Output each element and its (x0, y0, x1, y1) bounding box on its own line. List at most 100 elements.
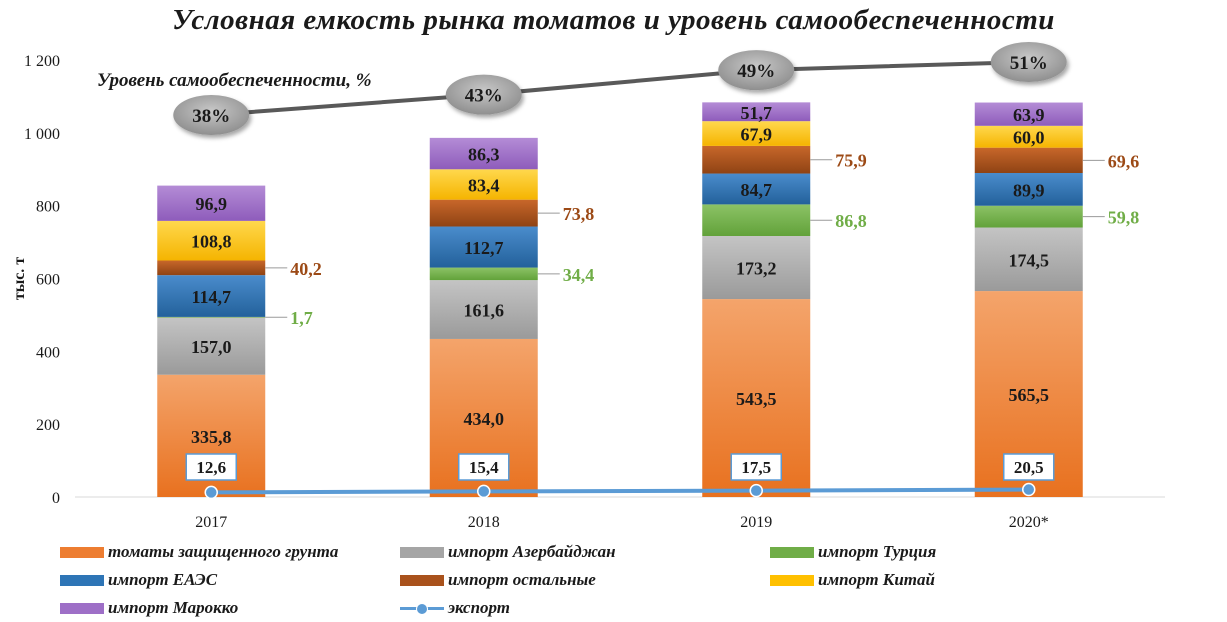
labels-layer: 335,8 434,0 543,5 565,5 157,0 161,6 173,2 174,5… (191, 103, 1139, 447)
bar-segment (429, 169, 538, 200)
data-label: 63,9 (1013, 105, 1045, 125)
bar-segment (974, 227, 1083, 292)
data-label: 565,5 (1009, 385, 1050, 405)
export-point (204, 485, 218, 500)
legend-item: импорт Азербайджан (400, 542, 616, 562)
bar-segment (157, 317, 266, 375)
self-sufficiency-layer: 38% 43% 49% 51% Уровень самообеспеченности, … (97, 42, 1067, 135)
legend-line-swatch (400, 601, 444, 615)
legend-item: импорт Китай (770, 570, 935, 590)
bar-segment (702, 102, 811, 122)
bar-segment (974, 102, 1083, 126)
self-sufficiency-marker (173, 95, 250, 135)
self-sufficiency-label: 43% (465, 86, 503, 107)
legend-color-swatch (60, 602, 104, 614)
self-sufficiency-marker (718, 50, 795, 91)
export-point (477, 484, 491, 499)
legend-label: импорт ЕАЭС (108, 570, 218, 589)
self-sufficiency-marker (445, 74, 522, 115)
bar-segment (974, 205, 1083, 228)
data-label: 84,7 (741, 180, 773, 200)
bar-segment (157, 260, 266, 276)
x-tick-label: 2018 (468, 514, 500, 531)
bar-segment (429, 280, 538, 339)
bar-segment (429, 267, 538, 281)
data-label: 40,2 (290, 259, 322, 279)
y-tick-label: 200 (36, 417, 60, 434)
data-label: 34,4 (563, 265, 595, 285)
x-tick-label: 2017 (195, 514, 227, 531)
bar-segment (429, 137, 538, 170)
legend-item: импорт остальные (400, 570, 596, 590)
export-data-label: 17,5 (741, 458, 771, 477)
export-label-box (1003, 453, 1055, 481)
y-tick-label: 400 (36, 344, 60, 361)
bar-segment (157, 316, 266, 318)
data-label: 543,5 (736, 389, 777, 409)
data-label: 434,0 (464, 409, 505, 429)
data-label: 69,6 (1108, 151, 1140, 171)
legend-label: импорт Китай (818, 570, 935, 589)
bar-segment (157, 185, 266, 221)
bar-segment (974, 125, 1083, 148)
data-label: 86,8 (835, 211, 867, 231)
data-label: 59,8 (1108, 208, 1140, 228)
y-tick-label: 1 000 (24, 126, 60, 143)
legend-label: импорт остальные (448, 570, 596, 589)
data-label: 89,9 (1013, 180, 1045, 200)
data-label: 51,7 (741, 103, 773, 123)
self-sufficiency-title: Уровень самообеспеченности, % (97, 70, 372, 91)
bars-layer (157, 102, 1083, 497)
export-line (209, 487, 1031, 495)
self-sufficiency-line (211, 60, 1029, 117)
bar-segment (429, 199, 538, 227)
export-label-box (730, 453, 782, 481)
legend-item: экспорт (400, 598, 510, 618)
bar-segment (702, 121, 811, 146)
bar-segment (702, 173, 811, 205)
y-tick-label: 0 (52, 490, 60, 507)
data-label: 161,6 (464, 301, 505, 321)
legend-label: томаты защищенного грунта (108, 542, 339, 561)
chart-legend: томаты защищенного грунта импорт Азербайд… (40, 538, 1220, 622)
export-point (749, 483, 763, 498)
x-tick-label: 2020* (1009, 514, 1049, 531)
self-sufficiency-label: 38% (192, 106, 230, 127)
legend-color-swatch (400, 574, 444, 586)
export-label-box (458, 453, 510, 481)
y-tick-label: 600 (36, 272, 60, 289)
y-tick-label: 800 (36, 199, 60, 216)
legend-label: импорт Марокко (108, 598, 239, 617)
legend-item: импорт ЕАЭС (60, 570, 217, 590)
data-label: 1,7 (290, 308, 313, 328)
export-layer: 12,6 15,4 17,5 20,5 (185, 453, 1055, 500)
y-tick-label: 1 200 (24, 53, 60, 70)
data-label: 86,3 (468, 145, 500, 165)
legend-item: импорт Турция (770, 542, 936, 562)
data-label: 67,9 (741, 125, 773, 145)
legend-label: импорт Азербайджан (448, 542, 616, 561)
bar-segment (702, 204, 811, 237)
bar-segment (974, 147, 1083, 174)
data-label: 112,7 (464, 238, 504, 258)
data-label: 60,0 (1013, 128, 1045, 148)
export-label-box (185, 453, 237, 481)
legend-label: импорт Турция (818, 542, 937, 561)
export-data-label: 15,4 (469, 458, 499, 477)
data-label: 173,2 (736, 259, 777, 279)
legend-label: экспорт (448, 598, 511, 617)
legend-item: томаты защищенного грунта (60, 542, 338, 562)
bar-segment (974, 173, 1083, 206)
bar-segment (429, 226, 538, 268)
legend-color-swatch (60, 546, 104, 558)
y-axis-title: тыс. т (11, 257, 28, 300)
legend-item: импорт Марокко (60, 598, 238, 618)
bar-segment (702, 236, 811, 300)
bar-segment (157, 275, 266, 317)
data-label: 96,9 (196, 194, 228, 214)
export-data-label: 12,6 (196, 458, 226, 477)
self-sufficiency-label: 49% (737, 61, 775, 82)
self-sufficiency-marker (990, 42, 1067, 82)
data-label: 73,8 (563, 204, 595, 224)
